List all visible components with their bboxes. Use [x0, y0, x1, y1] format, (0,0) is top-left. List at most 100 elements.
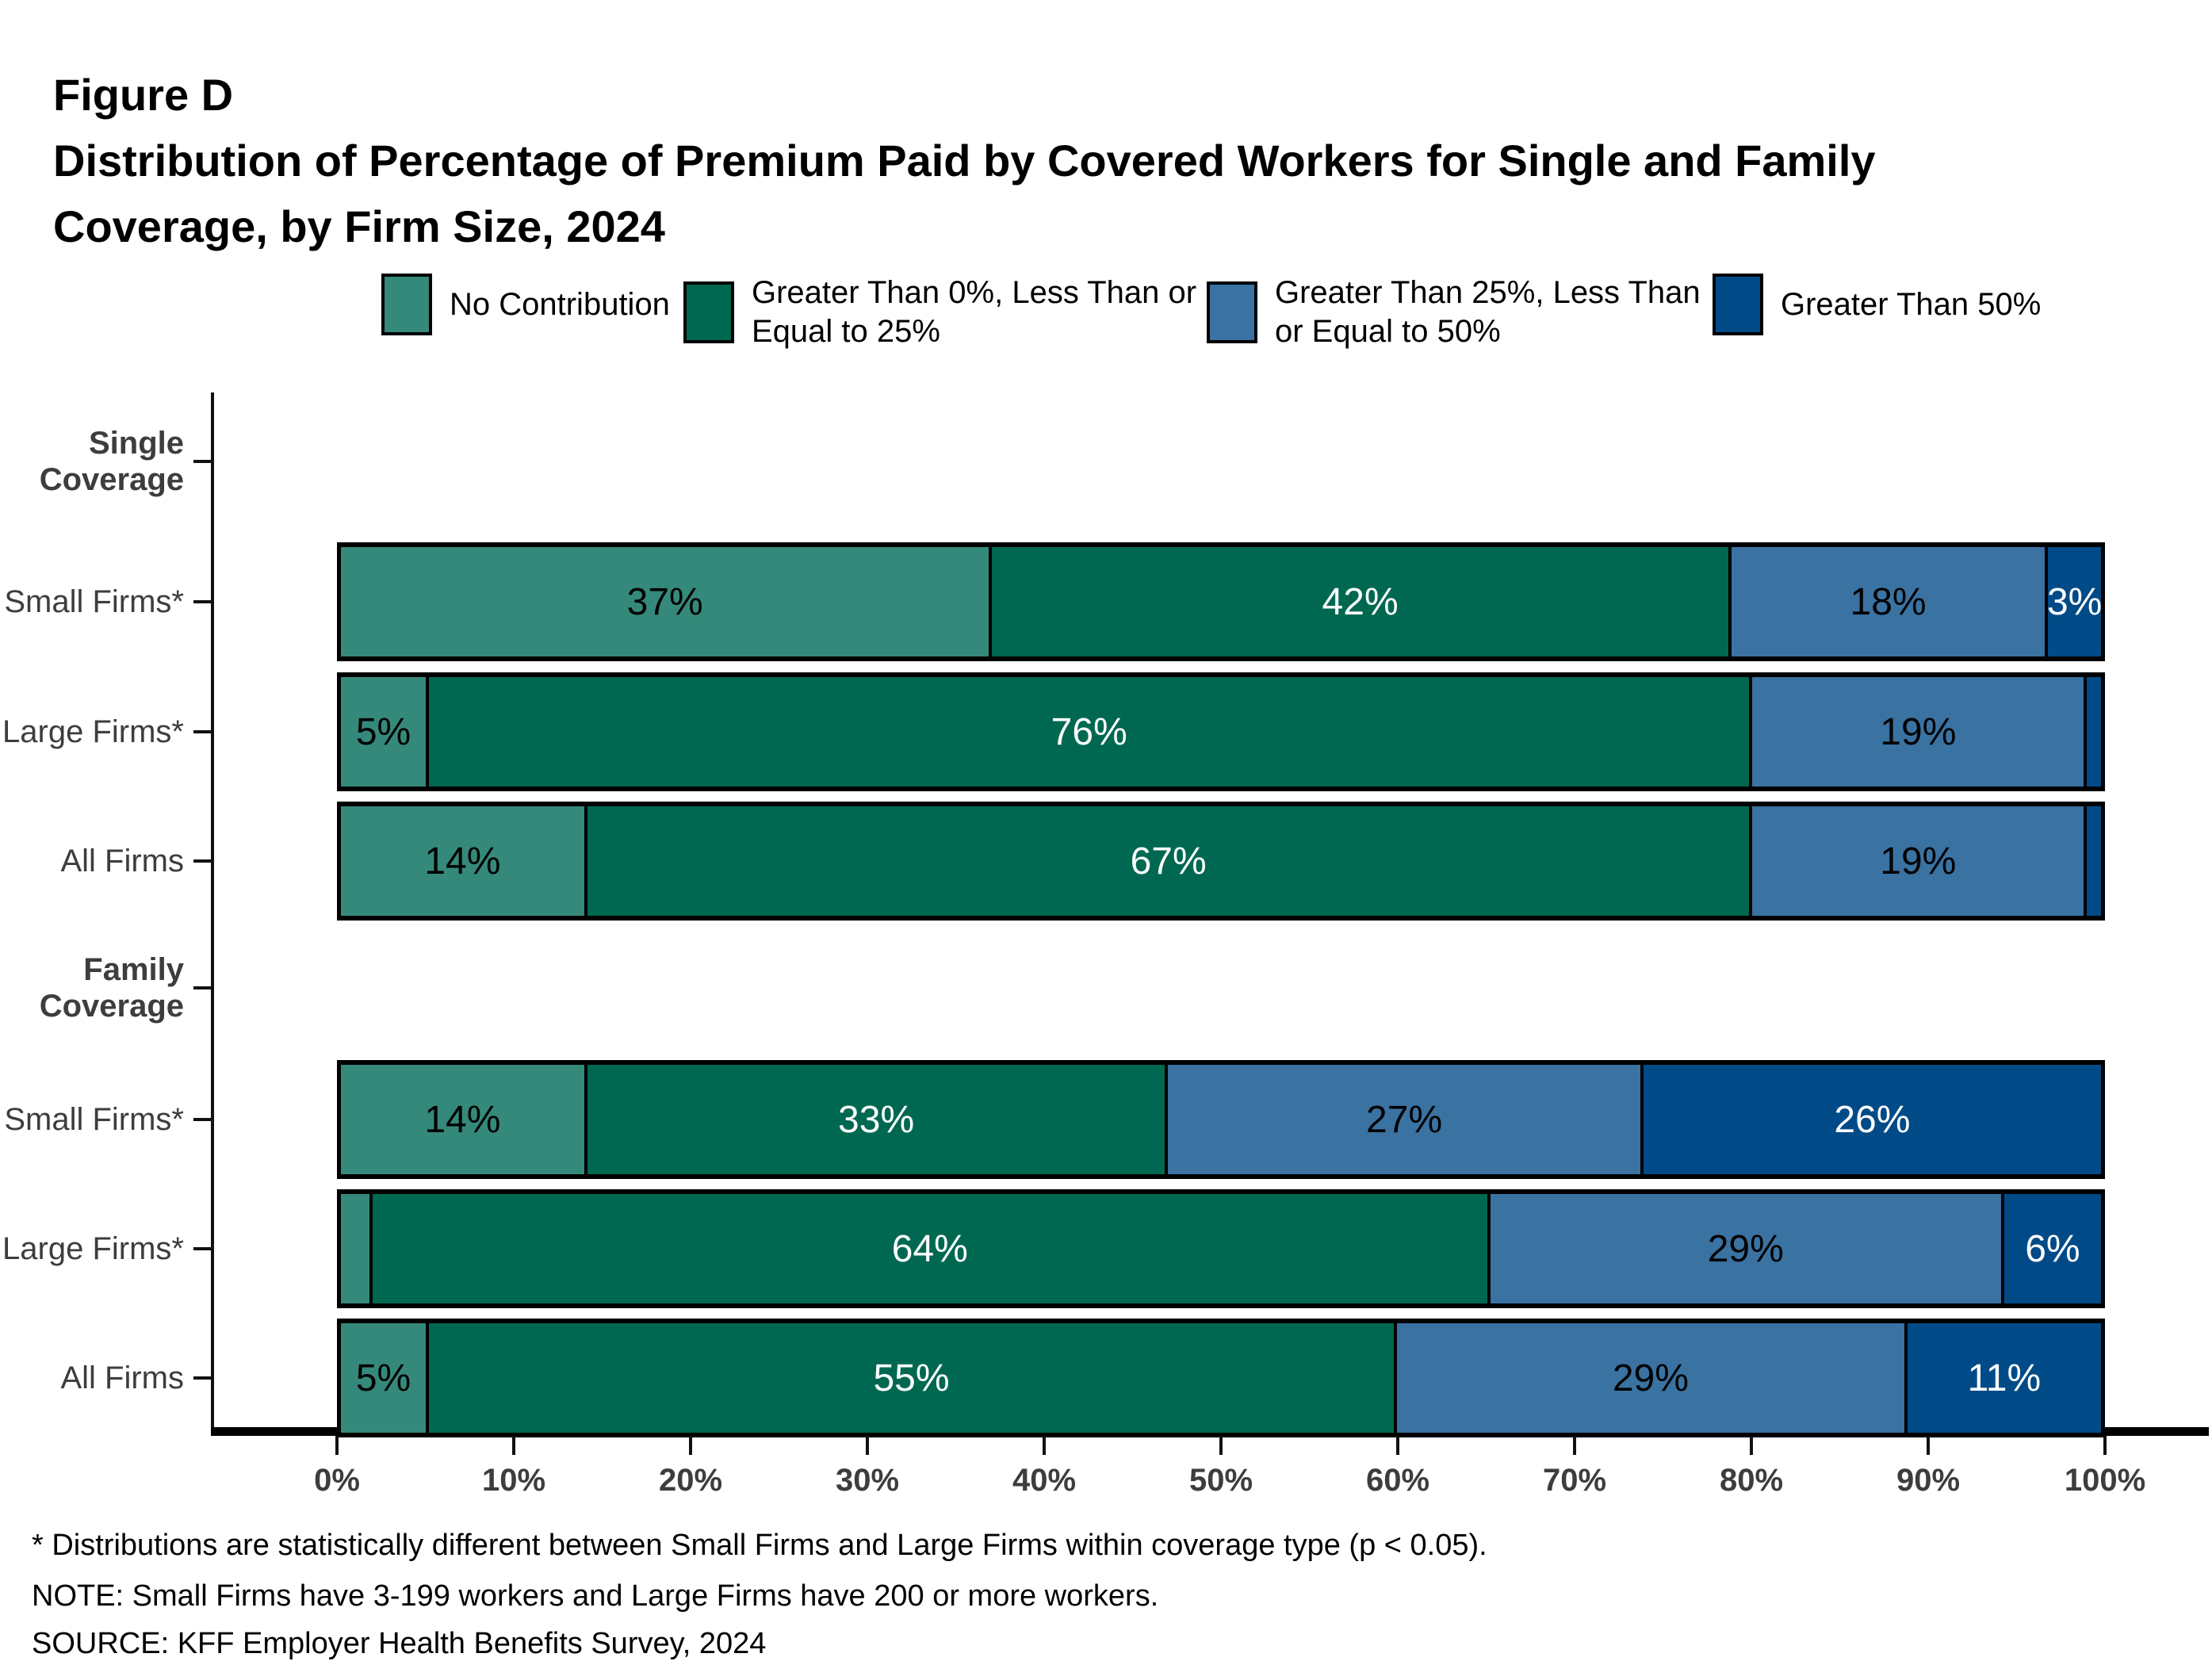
bar-segment-value: 33% — [838, 1098, 915, 1141]
footnote-source: SOURCE: KFF Employer Health Benefits Sur… — [32, 1627, 767, 1660]
bar-segment-no-contribution — [341, 1194, 373, 1303]
bar-segment-greater-than-50 — [2087, 677, 2101, 787]
bar-segment-greater-than-0-less-than-or-equal-to-25: 42% — [992, 547, 1732, 656]
bar-segment-greater-than-25-less-than-or-equal-to-50: 29% — [1397, 1323, 1908, 1433]
bar-segment-greater-than-25-less-than-or-equal-to-50: 18% — [1731, 547, 2049, 656]
y-axis-label-family-coverage-all-firms: All Firms — [60, 1361, 184, 1395]
legend-swatch-icon — [381, 274, 432, 335]
x-axis-tick-label-0: 0% — [314, 1463, 360, 1498]
x-axis-tick — [1750, 1436, 1753, 1455]
bar-segment-greater-than-0-less-than-or-equal-to-25: 33% — [587, 1065, 1169, 1174]
bar-segment-value: 29% — [1612, 1357, 1689, 1399]
bar-segment-value: 29% — [1707, 1227, 1784, 1270]
x-axis-tick-label-50: 50% — [1188, 1463, 1253, 1498]
bar-segment-greater-than-50: 26% — [1643, 1065, 2101, 1174]
bar-segment-value: 55% — [873, 1357, 950, 1399]
bar-row-single-coverage-large-firms: 5% 76% 19% — [337, 672, 2105, 791]
legend-item-greater-than-50: Greater Than 50% — [1713, 274, 2041, 335]
y-axis-label-single-coverage-small-firms: Small Firms* — [4, 584, 184, 619]
x-axis-tick — [512, 1436, 515, 1455]
y-axis-line — [211, 392, 214, 1436]
legend-label: Greater Than 0%, Less Than or Equal to 2… — [752, 275, 1197, 349]
figure-title-line-1: Distribution of Percentage of Premium Pa… — [53, 136, 1876, 186]
legend-item-no-contribution: No Contribution — [381, 274, 670, 335]
bar-segment-greater-than-50 — [2087, 806, 2101, 916]
y-axis-group-label-family-coverage: Family Coverage — [39, 952, 184, 1024]
y-axis-tick — [193, 1247, 211, 1250]
bar-segment-greater-than-25-less-than-or-equal-to-50: 29% — [1490, 1194, 2004, 1303]
bar-segment-value: 37% — [626, 580, 703, 623]
x-axis-tick — [1573, 1436, 1576, 1455]
x-axis-tick-label-90: 90% — [1896, 1463, 1961, 1498]
bar-segment-greater-than-50: 11% — [1907, 1323, 2101, 1433]
bar-segment-no-contribution: 14% — [341, 806, 587, 916]
y-axis-tick — [193, 600, 211, 603]
bar-segment-no-contribution: 5% — [341, 677, 429, 787]
bar-row-family-coverage-all-firms: 5% 55% 29% 11% — [337, 1319, 2105, 1437]
legend-swatch-icon — [683, 281, 734, 343]
bar-segment-greater-than-0-less-than-or-equal-to-25: 64% — [372, 1194, 1491, 1303]
bar-segment-greater-than-0-less-than-or-equal-to-25: 76% — [429, 677, 1753, 787]
bar-row-family-coverage-small-firms: 14% 33% 27% 26% — [337, 1060, 2105, 1179]
figure-title-line-2: Coverage, by Firm Size, 2024 — [53, 201, 665, 251]
bar-segment-greater-than-0-less-than-or-equal-to-25: 67% — [587, 806, 1753, 916]
y-axis-tick — [193, 460, 211, 463]
x-axis-tick — [689, 1436, 692, 1455]
bar-segment-no-contribution: 5% — [341, 1323, 429, 1433]
bar-segment-value: 42% — [1322, 580, 1399, 623]
footnote-significance: * Distributions are statistically differ… — [32, 1529, 1487, 1562]
bar-segment-greater-than-50: 6% — [2003, 1194, 2101, 1303]
y-axis-tick — [193, 730, 211, 733]
bar-segment-greater-than-25-less-than-or-equal-to-50: 19% — [1752, 677, 2088, 787]
bar-row-single-coverage-small-firms: 37% 42% 18% 3% — [337, 542, 2105, 661]
bar-segment-greater-than-0-less-than-or-equal-to-25: 55% — [429, 1323, 1397, 1433]
x-axis-tick-label-40: 40% — [1012, 1463, 1077, 1498]
y-axis-label-single-coverage-large-firms: Large Firms* — [2, 714, 184, 749]
bar-segment-value: 19% — [1880, 710, 1957, 753]
legend-swatch-icon — [1713, 274, 1763, 335]
x-axis-tick-label-30: 30% — [835, 1463, 900, 1498]
x-axis-tick-label-60: 60% — [1365, 1463, 1430, 1498]
bar-segment-value: 11% — [1967, 1357, 2042, 1399]
legend-swatch-icon — [1207, 281, 1257, 343]
legend-label: Greater Than 25%, Less Than or Equal to … — [1275, 275, 1701, 349]
bar-segment-value: 14% — [424, 840, 501, 882]
legend-item-greater-than-25-less-than-or-equal-to-50: Greater Than 25%, Less Than or Equal to … — [1207, 274, 1735, 351]
x-axis-tick — [1219, 1436, 1223, 1455]
x-axis-tick-label-80: 80% — [1719, 1463, 1784, 1498]
x-axis-tick-label-70: 70% — [1542, 1463, 1607, 1498]
bar-segment-greater-than-50: 3% — [2046, 547, 2103, 656]
bar-segment-value: 3% — [2046, 580, 2103, 623]
bar-segment-value: 14% — [424, 1098, 501, 1141]
figure-label: Figure D — [53, 70, 234, 120]
bar-segment-greater-than-25-less-than-or-equal-to-50: 27% — [1168, 1065, 1644, 1174]
x-axis-tick — [866, 1436, 869, 1455]
y-axis-tick — [193, 986, 211, 989]
y-axis-label-family-coverage-small-firms: Small Firms* — [4, 1102, 184, 1137]
x-axis-tick-label-10: 10% — [481, 1463, 546, 1498]
bar-segment-value: 67% — [1130, 840, 1207, 882]
x-axis-tick-label-20: 20% — [658, 1463, 723, 1498]
bar-segment-value: 26% — [1834, 1098, 1911, 1141]
legend-item-greater-than-0-less-than-or-equal-to-25: Greater Than 0%, Less Than or Equal to 2… — [683, 274, 1243, 351]
x-axis-tick — [335, 1436, 339, 1455]
y-axis-group-label-single-coverage: Single Coverage — [39, 426, 184, 497]
bar-segment-greater-than-25-less-than-or-equal-to-50: 19% — [1752, 806, 2088, 916]
bar-row-family-coverage-large-firms: 64% 29% 6% — [337, 1189, 2105, 1308]
bar-segment-value: 5% — [355, 1357, 411, 1399]
legend-label: Greater Than 50% — [1781, 286, 2042, 322]
y-axis-label-single-coverage-all-firms: All Firms — [60, 844, 184, 878]
x-axis-tick — [1396, 1436, 1399, 1455]
figure-title-block: Figure D Distribution of Percentage of P… — [53, 62, 1876, 259]
footnote-note: NOTE: Small Firms have 3-199 workers and… — [32, 1579, 1159, 1613]
y-axis-tick — [193, 859, 211, 863]
x-axis-tick-label-100: 100% — [2064, 1463, 2146, 1498]
legend-label: No Contribution — [450, 286, 670, 322]
bar-segment-value: 18% — [1850, 580, 1927, 623]
bar-segment-value: 76% — [1051, 710, 1127, 753]
bar-segment-value: 64% — [891, 1227, 968, 1270]
bar-segment-no-contribution: 37% — [341, 547, 993, 656]
y-axis-label-family-coverage-large-firms: Large Firms* — [2, 1231, 184, 1266]
bar-segment-value: 19% — [1880, 840, 1957, 882]
